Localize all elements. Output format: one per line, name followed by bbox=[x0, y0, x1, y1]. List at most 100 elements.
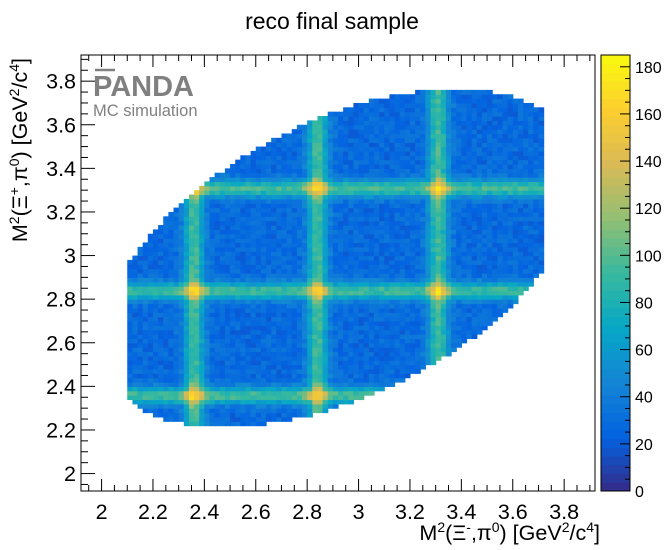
heatmap-cell bbox=[523, 281, 529, 287]
heatmap-cell bbox=[523, 164, 529, 169]
heatmap-cell bbox=[168, 320, 175, 326]
heatmap-cell bbox=[235, 416, 241, 422]
heatmap-cell bbox=[260, 421, 267, 427]
heatmap-cell bbox=[517, 116, 524, 121]
heatmap-cell bbox=[266, 155, 272, 161]
heatmap-cell bbox=[338, 150, 344, 156]
heatmap-cell bbox=[302, 312, 308, 318]
heatmap-cell bbox=[384, 133, 390, 139]
heatmap-cell bbox=[322, 399, 329, 405]
heatmap-cell bbox=[163, 316, 169, 322]
heatmap-cell bbox=[512, 294, 519, 300]
heatmap-cell bbox=[235, 408, 241, 414]
heatmap-cell bbox=[409, 220, 416, 226]
heatmap-cell bbox=[451, 190, 457, 196]
heatmap-cell bbox=[497, 251, 504, 257]
heatmap-cell bbox=[394, 307, 401, 313]
heatmap-cell bbox=[430, 137, 437, 143]
heatmap-cell bbox=[430, 334, 437, 339]
heatmap-cell bbox=[173, 320, 180, 326]
heatmap-cell bbox=[219, 412, 226, 418]
heatmap-cell bbox=[399, 251, 406, 257]
heatmap-cell bbox=[348, 342, 355, 348]
heatmap-cell bbox=[517, 229, 524, 235]
heatmap-cell bbox=[404, 137, 411, 143]
heatmap-cell bbox=[440, 316, 447, 322]
heatmap-cell bbox=[384, 233, 390, 239]
heatmap-cell bbox=[332, 246, 339, 252]
heatmap-cell bbox=[343, 382, 349, 387]
heatmap-cell bbox=[168, 408, 175, 414]
heatmap-cell bbox=[132, 382, 139, 387]
heatmap-cell bbox=[312, 360, 319, 366]
heatmap-cell bbox=[245, 277, 252, 283]
heatmap-cell bbox=[409, 229, 416, 235]
heatmap-cell bbox=[178, 242, 185, 248]
heatmap-cell bbox=[322, 303, 329, 309]
heatmap-cell bbox=[137, 251, 144, 257]
heatmap-cell bbox=[240, 190, 247, 196]
heatmap-cell bbox=[281, 329, 288, 335]
heatmap-cell bbox=[409, 238, 416, 244]
heatmap-cell bbox=[363, 294, 370, 300]
heatmap-cell bbox=[250, 198, 257, 204]
heatmap-cell bbox=[353, 111, 360, 117]
heatmap-cell bbox=[394, 185, 401, 191]
heatmap-cell bbox=[373, 320, 380, 326]
heatmap-cell bbox=[204, 377, 211, 383]
heatmap-cell bbox=[415, 294, 421, 300]
color-scale-segment bbox=[601, 238, 630, 248]
heatmap-cell bbox=[461, 94, 468, 100]
heatmap-cell bbox=[523, 155, 529, 161]
heatmap-cell bbox=[327, 203, 334, 209]
z-tick-label: 20 bbox=[635, 437, 653, 454]
heatmap-cell bbox=[147, 268, 154, 274]
heatmap-cell bbox=[199, 203, 205, 209]
heatmap-cell bbox=[358, 177, 365, 183]
heatmap-cell bbox=[425, 185, 432, 191]
heatmap-cell bbox=[373, 255, 380, 261]
heatmap-cell bbox=[276, 386, 283, 392]
heatmap-cell bbox=[266, 364, 272, 370]
heatmap-cell bbox=[204, 268, 211, 274]
heatmap-cell bbox=[358, 368, 365, 374]
heatmap-cell bbox=[132, 268, 139, 274]
heatmap-cell bbox=[435, 220, 442, 226]
heatmap-cell bbox=[302, 159, 308, 165]
heatmap-cell bbox=[240, 307, 247, 313]
heatmap-cell bbox=[389, 120, 396, 126]
heatmap-cell bbox=[204, 220, 211, 226]
heatmap-cell bbox=[132, 303, 139, 309]
heatmap-cell bbox=[291, 355, 298, 361]
heatmap-cell bbox=[476, 207, 483, 213]
heatmap-cell bbox=[502, 194, 509, 200]
heatmap-cell bbox=[255, 185, 262, 191]
heatmap-cell bbox=[230, 395, 236, 401]
heatmap-cell bbox=[481, 168, 488, 174]
heatmap-cell bbox=[291, 342, 298, 348]
heatmap-cell bbox=[409, 181, 416, 187]
heatmap-cell bbox=[440, 124, 447, 130]
heatmap-cell bbox=[384, 281, 390, 287]
heatmap-cell bbox=[368, 255, 375, 261]
heatmap-cell bbox=[445, 220, 452, 226]
heatmap-cell bbox=[471, 207, 478, 213]
heatmap-cell bbox=[183, 238, 190, 244]
heatmap-cell bbox=[363, 390, 370, 396]
heatmap-cell bbox=[317, 255, 324, 261]
heatmap-cell bbox=[188, 273, 195, 278]
heatmap-cell bbox=[394, 137, 401, 143]
heatmap-cell bbox=[240, 225, 247, 230]
heatmap-cell bbox=[404, 242, 411, 248]
heatmap-cell bbox=[343, 155, 349, 161]
heatmap-cell bbox=[487, 89, 493, 95]
heatmap-cell bbox=[373, 107, 380, 113]
heatmap-cell bbox=[404, 286, 411, 292]
heatmap-cell bbox=[291, 177, 298, 183]
heatmap-cell bbox=[235, 229, 241, 235]
heatmap-cell bbox=[255, 373, 262, 379]
heatmap-cell bbox=[358, 277, 365, 283]
heatmap-cell bbox=[255, 312, 262, 318]
heatmap-cell bbox=[224, 238, 231, 244]
